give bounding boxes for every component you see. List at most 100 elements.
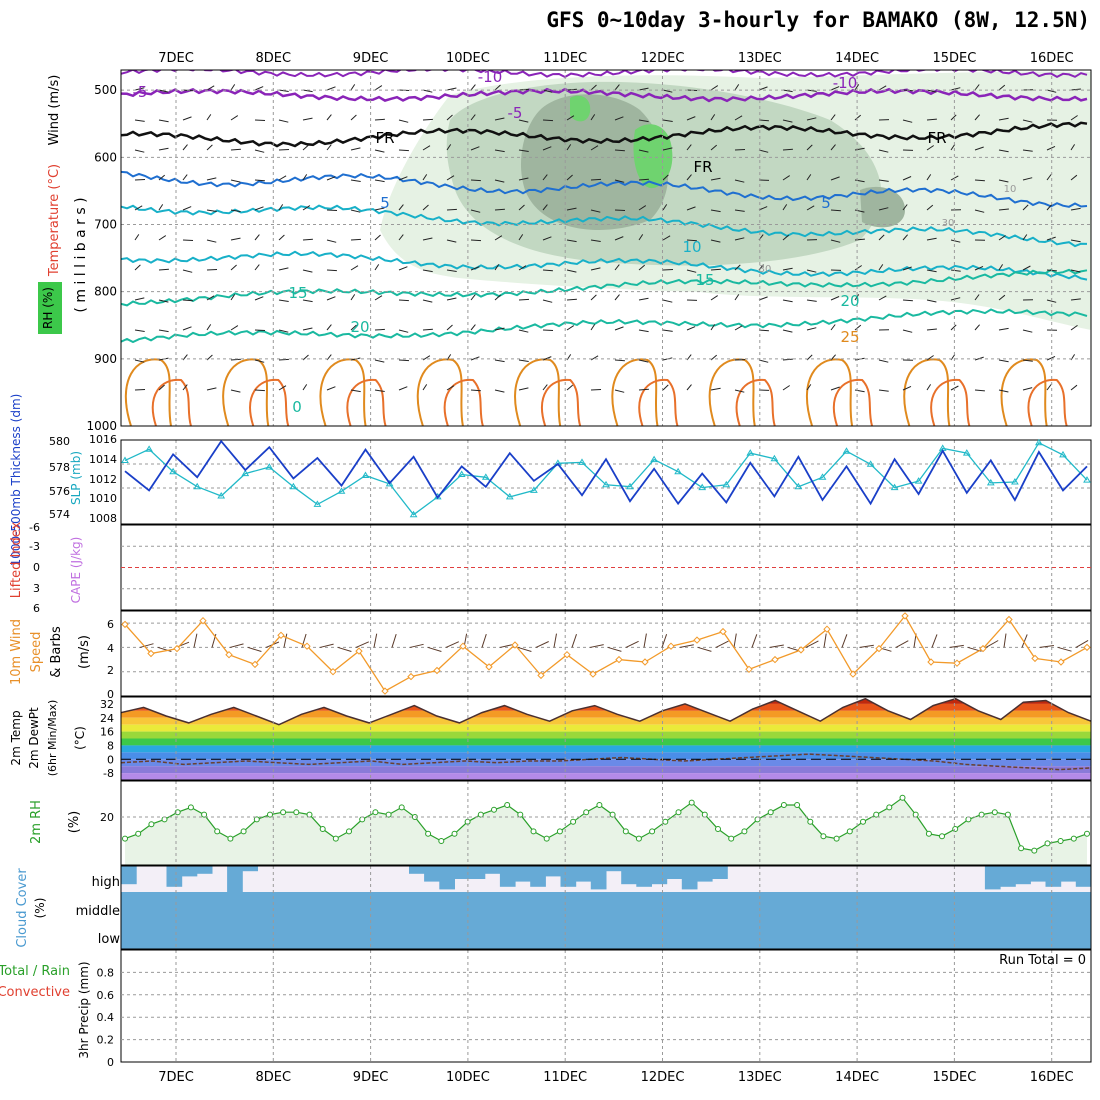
rh2m-point [912, 811, 919, 818]
y-tick-label: 16 [100, 726, 114, 739]
rh2m-point [820, 833, 827, 840]
y-tick-label: 0 [107, 1056, 114, 1069]
temp-contour-warm [222, 358, 270, 426]
cloud-high-bar [439, 866, 455, 890]
rh2m-point [873, 811, 880, 818]
y-tick-label: -6 [29, 521, 40, 534]
rh2m-point [332, 835, 339, 842]
slp-line [124, 441, 1088, 516]
wind-barb [206, 324, 212, 331]
wind-barb [686, 239, 697, 242]
wind-barb [806, 327, 817, 331]
wind-barb [710, 239, 721, 243]
slp-point [289, 482, 298, 490]
wind-barb [542, 356, 552, 361]
temp-contour-warm [319, 358, 367, 426]
x-tick-label-bottom: 10DEC [446, 1070, 490, 1085]
data-series [121, 438, 1091, 1041]
wind-barb [518, 234, 524, 241]
wind-barb [710, 387, 721, 391]
wind-barb [758, 359, 769, 363]
x-tick-label-top: 14DEC [835, 51, 879, 66]
cloud-bars [121, 866, 1092, 949]
wind-barb [230, 325, 239, 331]
wind-barb [614, 209, 626, 211]
wind-barb [230, 209, 241, 213]
wind-barb [326, 144, 332, 151]
wind-barb [878, 179, 889, 182]
wind-barb [350, 324, 357, 331]
wind-barb [542, 174, 548, 181]
wind10m-barb [139, 643, 154, 648]
wind-barb [734, 294, 740, 301]
wind-barb [350, 114, 357, 121]
slp-point [1083, 476, 1091, 483]
wind-barb [902, 204, 908, 211]
cloud-high-bar [530, 866, 546, 887]
wind-barb [254, 149, 265, 153]
cloud-high-bar [454, 866, 471, 879]
wind-barb [542, 299, 553, 303]
wind-barb [998, 179, 1009, 183]
cloud-high-bar [621, 866, 637, 885]
wind-barb [974, 209, 985, 213]
wind-barb [782, 234, 790, 241]
wind10m-barb [229, 643, 244, 648]
rh2m-point [359, 816, 366, 823]
wind10m-barb [1057, 646, 1072, 652]
wind-barb [422, 118, 433, 121]
wind-barb [662, 89, 673, 93]
y-tick-label: 20 [100, 811, 114, 824]
wind10m-point [1083, 643, 1091, 652]
y-tick-label: 8 [107, 739, 114, 752]
slp-point [169, 467, 177, 475]
slp-point [241, 469, 250, 477]
wind10m-point [303, 642, 311, 650]
wind10m-barb [931, 634, 938, 648]
y-tick-label: 700 [94, 217, 117, 231]
wind-barb [230, 294, 236, 301]
wind-barb [950, 114, 957, 121]
wind-barb [662, 329, 673, 332]
wind-barb [950, 324, 957, 331]
wind10m-point [979, 644, 987, 653]
wind-barb [926, 204, 934, 211]
slp-point [722, 480, 731, 488]
wind-barb [1046, 299, 1057, 303]
temp-contour-line [121, 268, 1088, 307]
wind-barb [494, 179, 505, 183]
wind-barb [1022, 387, 1033, 391]
wind-barb [182, 299, 193, 302]
contour-label: 15 [288, 284, 307, 302]
wind-barb [686, 326, 696, 331]
rh2m-point [754, 816, 761, 823]
temp-band [121, 731, 1091, 739]
wind10m-barb [571, 634, 577, 648]
wind-barb [926, 118, 937, 121]
cloud-high-bar [469, 866, 486, 879]
wind-barb [158, 204, 164, 211]
wind-barb [206, 239, 217, 243]
cloud-high-bar [181, 866, 198, 877]
temp-band [121, 724, 1091, 732]
wind-barb [734, 149, 746, 151]
temp-band [121, 745, 1091, 753]
contour-label: 15 [695, 271, 714, 289]
wind-barb [182, 384, 188, 391]
x-tick-label-bottom: 16DEC [1030, 1070, 1074, 1085]
axis-title-rh2m: 2m RH [29, 800, 44, 844]
wind-barb [782, 148, 793, 151]
wind-barb [854, 389, 865, 393]
wind-barb [446, 239, 457, 243]
temp-contour-warm [611, 358, 659, 426]
y-tick-label: 1014 [89, 453, 117, 466]
wind-barb [974, 265, 984, 271]
axis-title-wind: Wind (m/s) [47, 75, 62, 146]
rh2m-point [780, 802, 787, 808]
temp-band [121, 752, 1091, 760]
rh2m-point [451, 830, 458, 837]
wind-barb [518, 329, 529, 333]
rh2m-point [161, 816, 168, 823]
wind10m-barb [535, 641, 549, 648]
wind10m-barb [769, 644, 784, 648]
